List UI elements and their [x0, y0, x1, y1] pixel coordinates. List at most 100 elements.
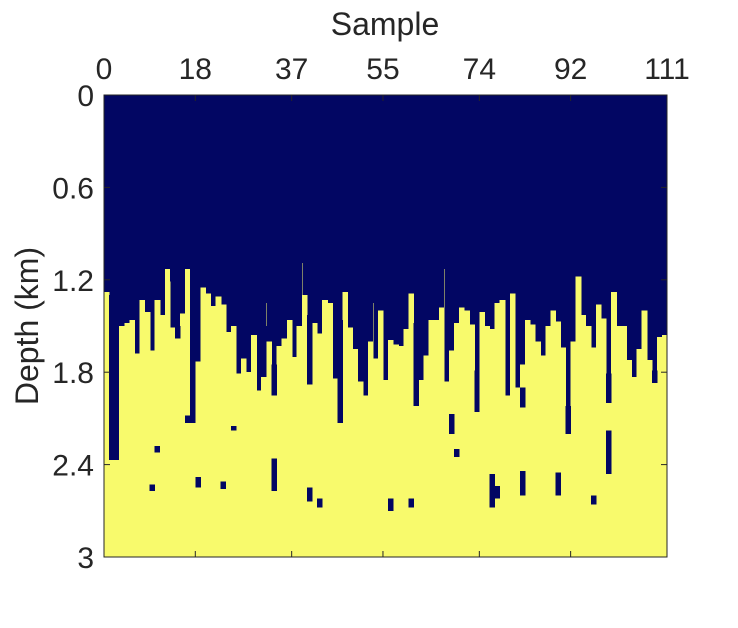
y-tick-label: 0.6 — [52, 172, 94, 205]
low-value-inclusion-25 — [195, 476, 201, 488]
x-axis-ticks: 0 18 37 55 74 92 111 — [96, 53, 690, 557]
plot-frame — [103, 94, 668, 558]
low-value-inclusion-22 — [651, 370, 658, 383]
heatmap-column-51 — [362, 395, 369, 557]
low-value-inclusion-15 — [413, 322, 419, 407]
low-value-inclusion-9 — [281, 304, 287, 339]
heatmap-column-25 — [230, 326, 237, 557]
heatmap-column-83 — [524, 319, 531, 557]
heatmap-column-53 — [372, 358, 379, 557]
low-value-inclusion-17 — [474, 370, 480, 413]
heatmap-column-74 — [479, 312, 485, 557]
heatmap-column-18 — [195, 361, 201, 557]
heatmap-column-5 — [129, 319, 136, 557]
heatmap-column-55 — [382, 379, 389, 557]
heatmap-column-78 — [499, 299, 506, 557]
heatmap-column-69 — [453, 322, 460, 557]
low-value-inclusion-37 — [606, 430, 612, 474]
heatmap-column-36 — [286, 319, 293, 557]
heatmap-column-20 — [205, 293, 212, 557]
heatmap-column-43 — [322, 299, 328, 557]
heatmap-column-58 — [398, 346, 404, 557]
heatmap-column-100 — [611, 292, 617, 557]
heatmap-column-46 — [337, 319, 343, 557]
heatmap-column-19 — [200, 287, 207, 557]
heatmap-column-85 — [535, 341, 541, 557]
heatmap-column-9 — [149, 350, 156, 557]
low-value-inclusion-36 — [590, 495, 597, 505]
heatmap-column-23 — [220, 304, 227, 557]
heatmap-column-96 — [590, 347, 597, 557]
heatmap-column-106 — [641, 310, 648, 557]
low-value-inclusion-7 — [266, 326, 272, 342]
heatmap-column-26 — [235, 373, 242, 557]
y-tick-label: 3 — [77, 542, 94, 575]
low-value-inclusion-26 — [271, 458, 277, 491]
heatmap-column-107 — [646, 359, 653, 557]
heatmap-column-67 — [443, 381, 450, 557]
heatmap-column-84 — [530, 324, 536, 557]
heatmap-column-13 — [169, 327, 176, 557]
heatmap-column-64 — [428, 319, 435, 557]
heatmap-column-12 — [164, 269, 171, 557]
heatmap-column-4 — [124, 322, 130, 557]
low-value-inclusion-11 — [306, 315, 313, 385]
low-value-inclusion-39 — [317, 498, 323, 508]
low-value-inclusion-28 — [388, 498, 394, 511]
heatmap-column-52 — [367, 302, 374, 557]
heatmap-column-11 — [159, 315, 166, 557]
heatmap-column-88 — [550, 310, 557, 557]
heatmap-column-91 — [565, 406, 572, 557]
heatmap-column-95 — [585, 299, 592, 557]
heatmap-column-80 — [509, 293, 516, 557]
low-value-inclusion-5 — [230, 426, 237, 431]
heatmap-column-22 — [215, 296, 222, 557]
heatmap-column-21 — [210, 305, 217, 557]
heatmap-column-71 — [464, 310, 470, 557]
heatmap-column-32 — [266, 326, 272, 557]
x-tick-label: 0 — [96, 53, 113, 86]
heatmap-column-98 — [601, 318, 607, 557]
low-value-inclusion-35 — [555, 472, 561, 496]
heatmap-column-59 — [403, 329, 409, 557]
heatmap-column-61 — [413, 322, 420, 557]
heatmap-column-66 — [438, 269, 445, 557]
heatmap-column-73 — [474, 370, 480, 557]
low-value-inclusion-19 — [565, 406, 572, 434]
low-value-inclusion-6 — [261, 302, 267, 377]
heatmap-column-93 — [575, 276, 582, 557]
heatmap-column-94 — [580, 315, 587, 557]
heatmap-column-97 — [595, 304, 602, 557]
low-value-inclusion-27 — [306, 487, 313, 502]
heatmap-column-15 — [180, 313, 186, 557]
heatmap-column-3 — [119, 326, 125, 557]
heatmap-column-77 — [494, 302, 501, 557]
y-tick-label: 1.8 — [52, 357, 94, 390]
heatmap-column-108 — [651, 370, 658, 557]
heatmap-column-42 — [317, 333, 323, 557]
x-tick-label: 74 — [463, 53, 496, 86]
heatmap-column-24 — [225, 332, 232, 557]
heatmap-column-57 — [393, 344, 399, 557]
heatmap-column-16 — [185, 269, 191, 557]
heatmap-column-79 — [504, 395, 511, 557]
heatmap-column-90 — [560, 347, 567, 557]
low-value-inclusion-12 — [337, 319, 343, 424]
low-value-inclusion-3 — [190, 269, 196, 424]
heatmap-column-37 — [291, 356, 298, 557]
heatmap-column-54 — [377, 276, 384, 557]
heatmap-column-109 — [656, 336, 663, 557]
heatmap-column-6 — [134, 353, 141, 557]
low-value-inclusion-2 — [175, 326, 181, 339]
heatmap-column-0 — [104, 292, 110, 557]
heatmap-column-89 — [555, 321, 562, 557]
low-value-inclusion-14 — [377, 276, 384, 311]
heatmap-column-87 — [545, 326, 551, 557]
heatmap-column-7 — [139, 299, 146, 557]
heatmap-column-60 — [408, 293, 414, 557]
heatmap-column-103 — [626, 359, 633, 557]
heatmap-column-110 — [661, 335, 668, 557]
x-tick-label: 37 — [275, 53, 308, 86]
heatmap-column-76 — [489, 329, 496, 557]
